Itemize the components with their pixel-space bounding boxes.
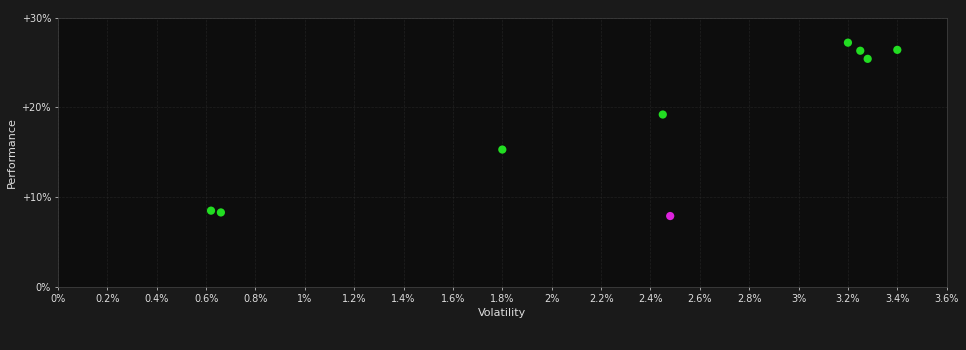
Point xyxy=(203,208,218,213)
Point xyxy=(655,112,670,117)
X-axis label: Volatility: Volatility xyxy=(478,308,526,318)
Point xyxy=(663,213,678,219)
Point xyxy=(860,56,875,62)
Point xyxy=(213,210,229,215)
Point xyxy=(495,147,510,152)
Point xyxy=(890,47,905,52)
Point xyxy=(853,48,868,54)
Y-axis label: Performance: Performance xyxy=(8,117,17,188)
Point xyxy=(840,40,856,46)
